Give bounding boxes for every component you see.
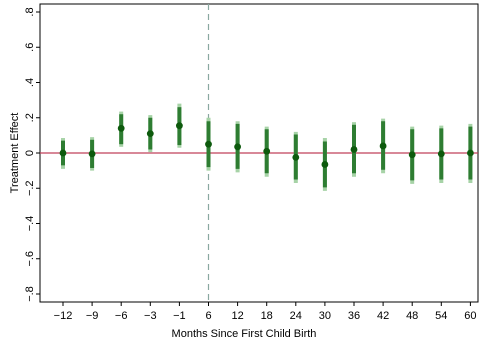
x-tick-label: 6: [205, 310, 211, 322]
y-tick-label: 0: [24, 150, 36, 156]
y-tick-label: .8: [24, 7, 36, 16]
x-tick-label: 48: [406, 310, 418, 322]
x-tick-label: 12: [231, 310, 243, 322]
y-axis-title: Treatment Effect: [9, 113, 21, 194]
data-point: [379, 142, 387, 150]
data-point: [292, 154, 300, 161]
x-tick-label: 24: [290, 310, 302, 322]
y-tick-label: .2: [24, 113, 36, 122]
data-point: [176, 122, 183, 130]
data-point: [234, 143, 242, 151]
data-point: [59, 149, 67, 157]
x-tick-label: 60: [464, 310, 476, 322]
point-estimates: [59, 122, 474, 168]
x-tick-label: −3: [144, 310, 157, 322]
x-tick-label: 18: [261, 310, 273, 322]
x-tick-label: −1: [173, 310, 186, 322]
data-point: [88, 150, 96, 158]
confidence-intervals: [61, 103, 473, 191]
y-tick-label: .4: [24, 78, 36, 87]
y-tick-label: −.8: [24, 286, 36, 302]
y-tick-label: −.4: [24, 216, 36, 232]
data-point: [467, 149, 474, 157]
y-tick-label: .6: [24, 43, 36, 52]
x-tick-label: −6: [115, 310, 128, 322]
data-point: [146, 130, 154, 138]
x-tick-label: −9: [86, 310, 99, 322]
data-point: [263, 147, 271, 155]
data-point: [117, 124, 125, 132]
data-point: [350, 146, 358, 153]
x-tick-label: 30: [319, 310, 331, 322]
y-tick-label: −.6: [24, 251, 36, 267]
y-tick-label: −.2: [24, 180, 36, 196]
x-axis-title: Months Since First Child Birth: [172, 328, 317, 340]
reference-lines: [40, 4, 478, 302]
data-point: [408, 151, 416, 159]
data-point: [437, 150, 445, 158]
x-tick-label: 54: [435, 310, 447, 322]
data-point: [321, 161, 329, 168]
axis-ticks: .8 .6 .4 .2 0 −.2 −.4 −.6 −.8 −12 −9 −6 −3 −1 6 12 18 24 3…: [24, 7, 477, 322]
data-point: [205, 140, 212, 148]
x-tick-label: 42: [377, 310, 389, 322]
x-tick-label: 36: [348, 310, 360, 322]
x-tick-label: −12: [54, 310, 73, 322]
